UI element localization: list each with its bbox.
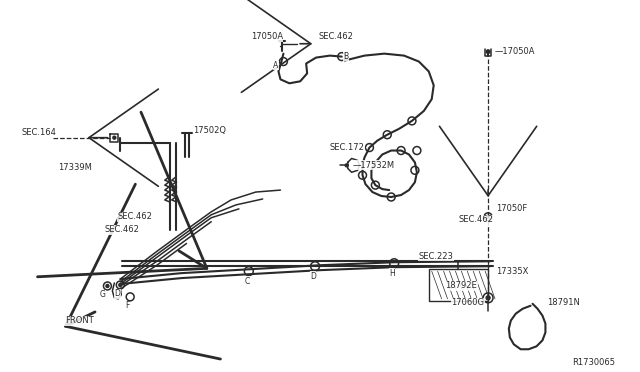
Text: 17050F: 17050F [496,204,527,214]
Text: 17335X: 17335X [496,267,529,276]
Circle shape [486,215,490,218]
Text: 18792E: 18792E [445,282,477,291]
Circle shape [486,50,490,54]
Text: A: A [273,61,278,70]
Text: H: H [389,269,395,278]
Circle shape [106,285,109,288]
Text: —17532M: —17532M [353,161,395,170]
Text: —17050A: —17050A [495,47,536,56]
Circle shape [119,283,122,286]
Text: 18791N: 18791N [547,298,580,307]
Text: D: D [115,289,120,298]
Text: 17050A: 17050A [251,32,283,41]
Text: 17502Q: 17502Q [193,126,227,135]
Text: SEC.462: SEC.462 [104,225,140,234]
Text: SEC.164: SEC.164 [21,128,56,137]
Text: F: F [125,301,129,310]
Text: 17060G: 17060G [451,298,484,307]
Circle shape [345,164,348,167]
Text: 17339M: 17339M [58,163,92,172]
Text: FRONT: FRONT [65,316,93,325]
Circle shape [486,296,490,300]
Text: D: D [310,272,316,280]
Text: B: B [344,52,349,61]
Bar [429,269,488,301]
Text: SEC.462: SEC.462 [318,32,353,41]
Text: SEC.172: SEC.172 [330,143,365,152]
Text: R1730065: R1730065 [572,357,615,367]
Text: SEC.462: SEC.462 [458,215,493,224]
Text: SEC.223: SEC.223 [419,252,454,261]
Text: C: C [244,276,250,286]
Text: SEC.462: SEC.462 [117,212,152,221]
Circle shape [113,136,116,139]
Text: G: G [100,291,106,299]
